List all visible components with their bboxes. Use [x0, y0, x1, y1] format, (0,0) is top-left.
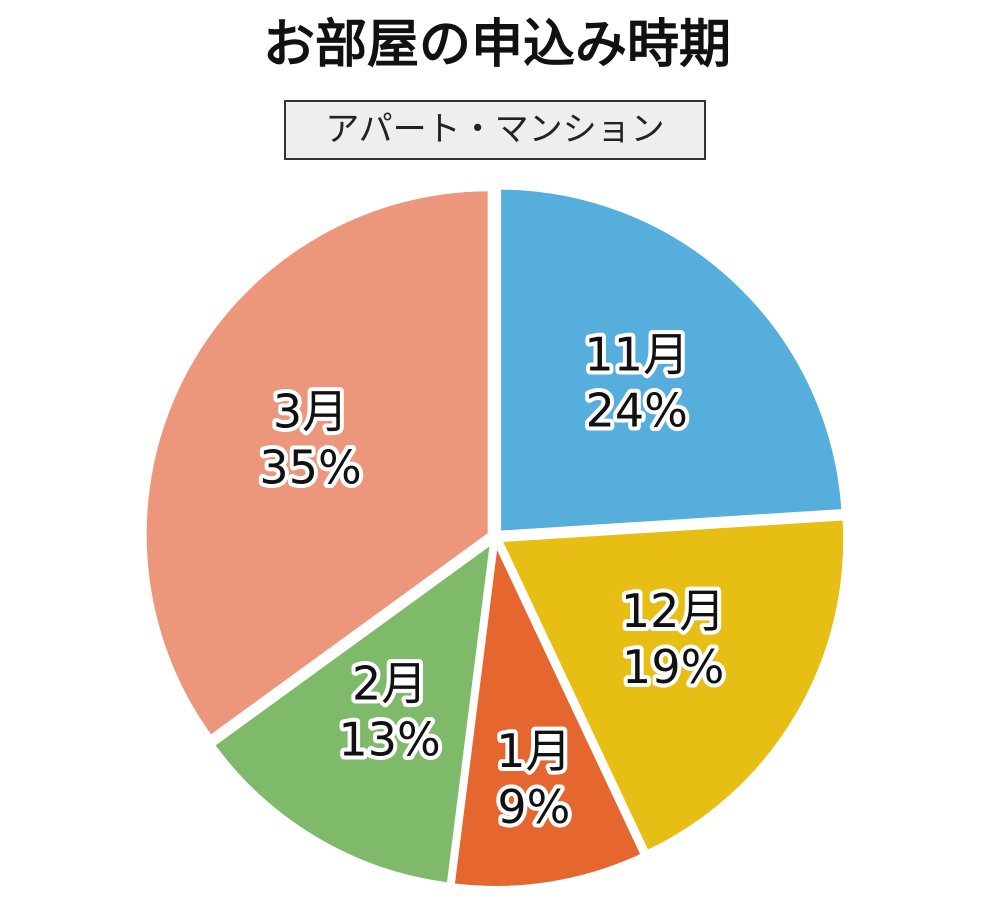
slice-category: 1月: [496, 724, 571, 778]
slice-category: 11月: [584, 328, 689, 382]
pie-slice: [497, 185, 846, 535]
pie-slice: [497, 516, 848, 855]
subtitle-box: [284, 100, 706, 160]
slice-value-label: 19%: [622, 640, 724, 694]
slice-value-label: 35%: [259, 441, 361, 495]
chart-title: お部屋の申込み時期: [263, 15, 731, 75]
pie-slice: [142, 187, 492, 740]
chart-subtitle: アパート・マンション: [325, 110, 664, 150]
slice-value-label: 24%: [586, 384, 688, 438]
slice-category: 3月: [273, 385, 348, 439]
slice-value-label: 9%: [497, 780, 570, 834]
pie-slice: [210, 537, 495, 887]
pie-slice: [450, 535, 646, 890]
slice-category: 2月: [352, 657, 427, 711]
slice-category: 12月: [621, 584, 726, 638]
slice-value-label: 13%: [339, 713, 441, 767]
